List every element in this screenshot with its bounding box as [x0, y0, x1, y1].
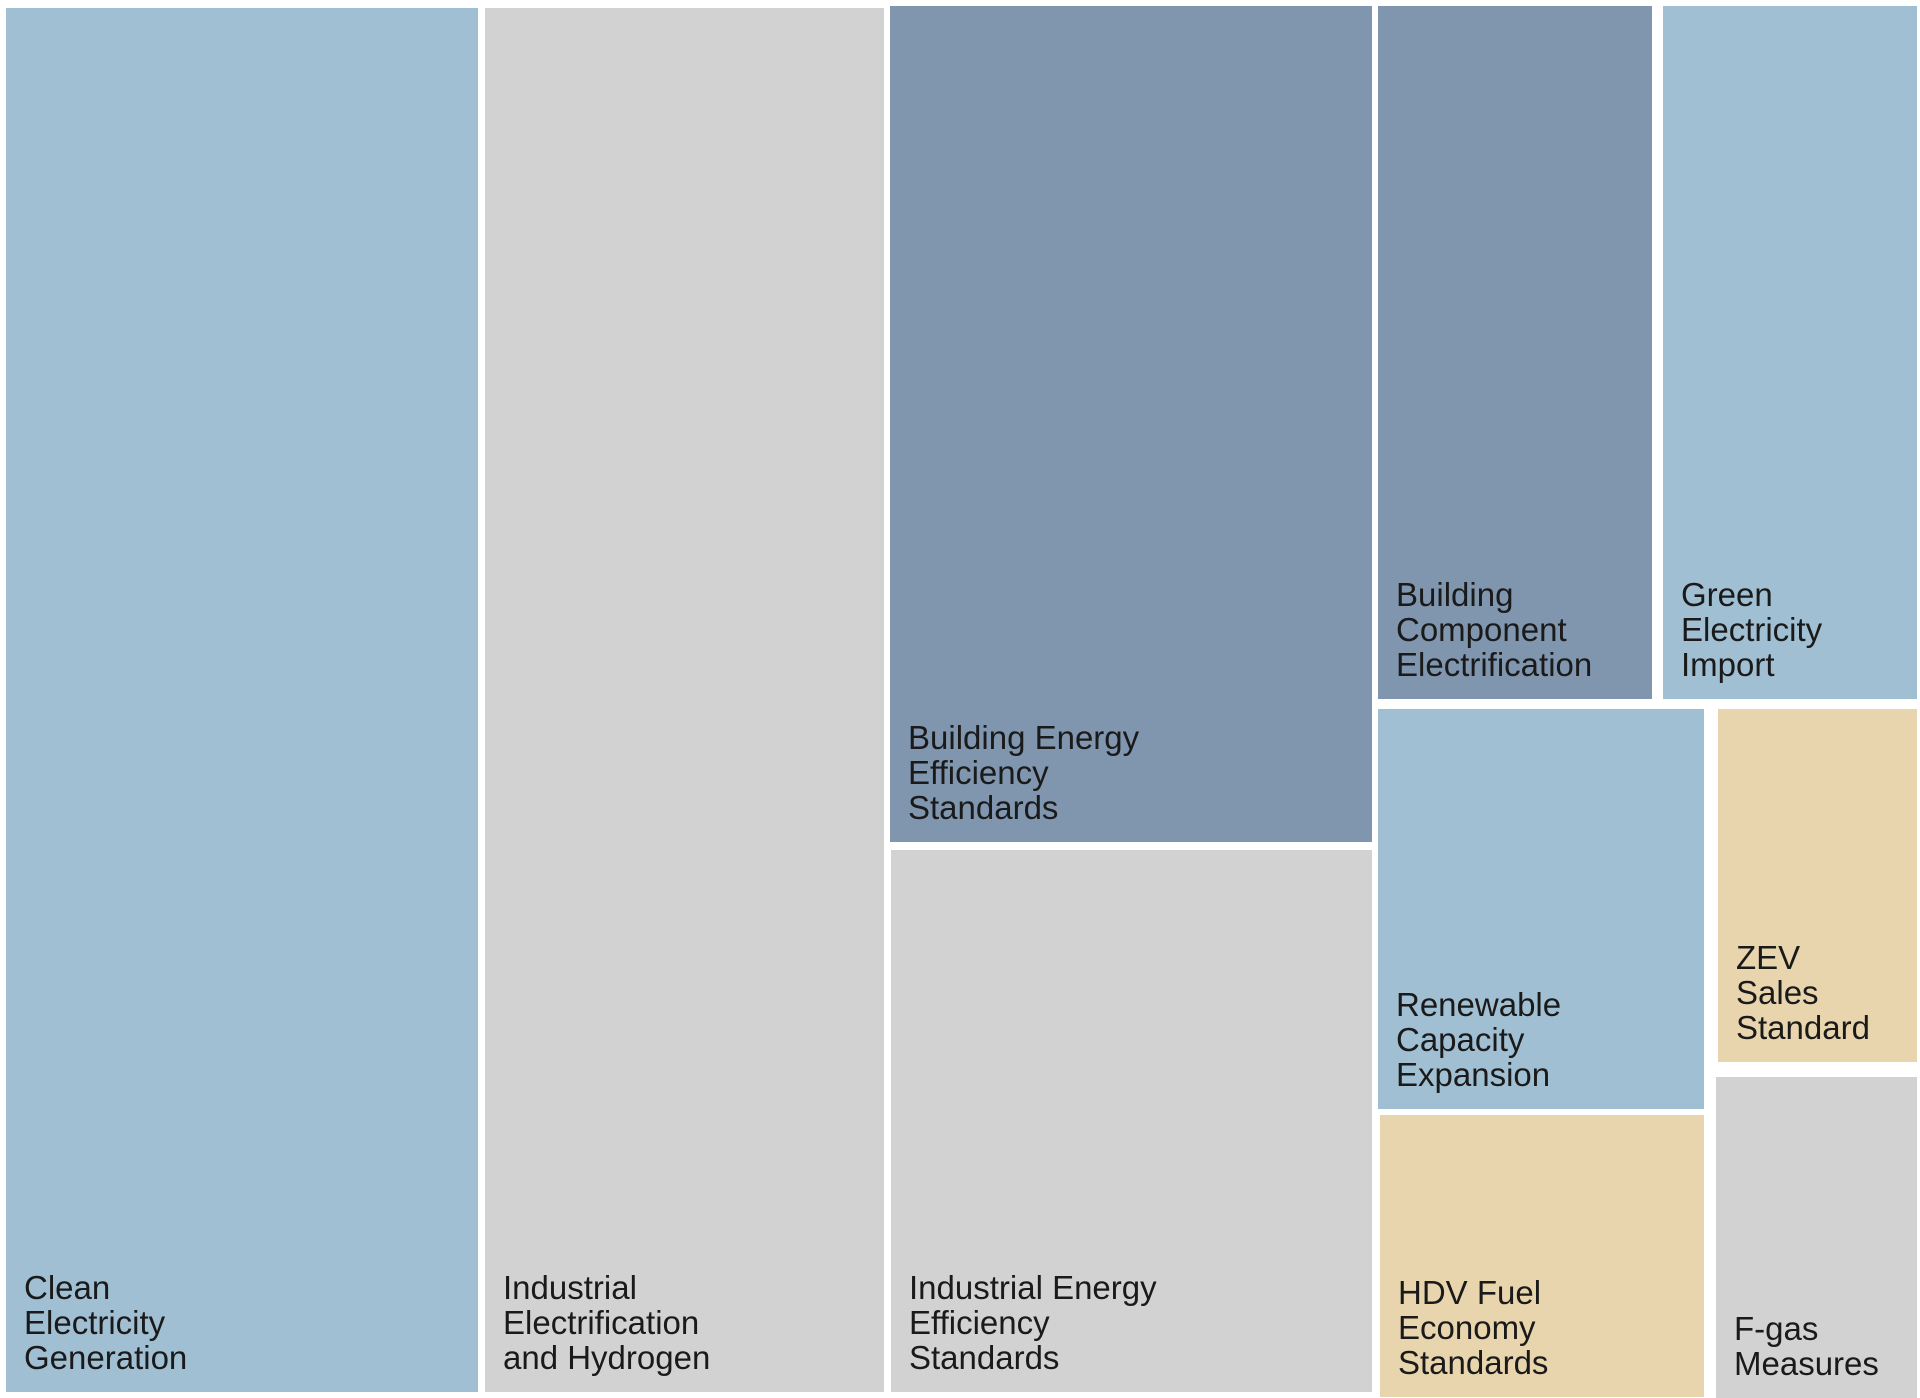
- treemap-tile-label-line: Efficiency: [909, 1304, 1050, 1341]
- treemap-tile: ZEV Sales Standard: [1718, 709, 1917, 1062]
- treemap-tile-label-line: Sales: [1736, 974, 1819, 1011]
- treemap-tile-label-line: Building Energy: [908, 719, 1140, 756]
- treemap-tile-rect: [1663, 6, 1917, 699]
- treemap-tile: Industrial Electrification and Hydrogen: [485, 8, 884, 1392]
- treemap-tile: F-gas Measures: [1716, 1077, 1917, 1398]
- treemap-tile-label-line: Standards: [908, 789, 1058, 826]
- treemap-tile-rect: [1380, 1115, 1704, 1397]
- treemap-tile-label-line: Building: [1396, 576, 1513, 613]
- treemap-tile-label-line: Standard: [1736, 1009, 1870, 1046]
- treemap-tile-label-line: Electrification: [503, 1304, 699, 1341]
- treemap-tile: Renewable Capacity Expansion: [1378, 709, 1704, 1109]
- treemap-tile: Clean Electricity Generation: [6, 8, 478, 1392]
- treemap-tile-rect: [1378, 6, 1652, 699]
- treemap-tile-rect: [890, 6, 1372, 842]
- treemap-tile-label-line: Industrial: [503, 1269, 637, 1306]
- treemap-tile-label-line: Generation: [24, 1339, 187, 1376]
- treemap-tile-label: HDV Fuel Economy Standards: [1398, 1274, 1548, 1381]
- treemap-tile-label-line: Electrification: [1396, 646, 1592, 683]
- treemap-tile-label: Renewable Capacity Expansion: [1396, 986, 1561, 1093]
- treemap-tile-label-line: Electricity: [24, 1304, 166, 1341]
- treemap-tile-label-line: F-gas: [1734, 1310, 1818, 1347]
- treemap-tile-rect: [1716, 1077, 1917, 1398]
- treemap-tile-rect: [6, 8, 478, 1392]
- treemap-tile-label: Industrial Electrification and Hydrogen: [503, 1269, 710, 1376]
- treemap-tile-label-line: Efficiency: [908, 754, 1049, 791]
- treemap-tile: Building Component Electrification: [1378, 6, 1652, 699]
- treemap-tile: Building Energy Efficiency Standards: [890, 6, 1372, 842]
- treemap-tile-label-line: Standards: [909, 1339, 1059, 1376]
- treemap-tile-label-line: Green: [1681, 576, 1773, 613]
- treemap-tile-rect: [485, 8, 884, 1392]
- treemap-tile-label-line: Component: [1396, 611, 1567, 648]
- treemap-tile-label-line: Expansion: [1396, 1056, 1550, 1093]
- treemap-tile-label: Building Energy Efficiency Standards: [908, 719, 1140, 826]
- treemap-tile-rect: [1378, 709, 1704, 1109]
- treemap-tile-label-line: Import: [1681, 646, 1775, 683]
- treemap-tile-label: F-gas Measures: [1734, 1310, 1879, 1382]
- treemap-tile-label: Industrial Energy Efficiency Standards: [909, 1269, 1157, 1376]
- treemap-tile-label-line: Electricity: [1681, 611, 1823, 648]
- treemap-tile: Industrial Energy Efficiency Standards: [891, 850, 1372, 1392]
- treemap-tile-label-line: ZEV: [1736, 939, 1800, 976]
- treemap-tile-label-line: HDV Fuel: [1398, 1274, 1541, 1311]
- treemap-tile-label: Building Component Electrification: [1396, 576, 1592, 683]
- treemap-tile-label: ZEV Sales Standard: [1736, 939, 1870, 1046]
- treemap-tile-label-line: Renewable: [1396, 986, 1561, 1023]
- treemap-tile-label-line: Capacity: [1396, 1021, 1525, 1058]
- treemap-tile-label-line: and Hydrogen: [503, 1339, 710, 1376]
- treemap-tile-label: Clean Electricity Generation: [24, 1269, 187, 1376]
- treemap-tile-label: Green Electricity Import: [1681, 576, 1823, 683]
- treemap-tile-label-line: Standards: [1398, 1344, 1548, 1381]
- treemap-tile: Green Electricity Import: [1663, 6, 1917, 699]
- treemap-tile-label-line: Clean: [24, 1269, 110, 1306]
- treemap-tile-label-line: Economy: [1398, 1309, 1536, 1346]
- treemap-tile-label-line: Measures: [1734, 1345, 1879, 1382]
- treemap-tile-rect: [1718, 709, 1917, 1062]
- treemap-tile-rect: [891, 850, 1372, 1392]
- treemap-tile-label-line: Industrial Energy: [909, 1269, 1157, 1306]
- treemap-tile: HDV Fuel Economy Standards: [1380, 1115, 1704, 1397]
